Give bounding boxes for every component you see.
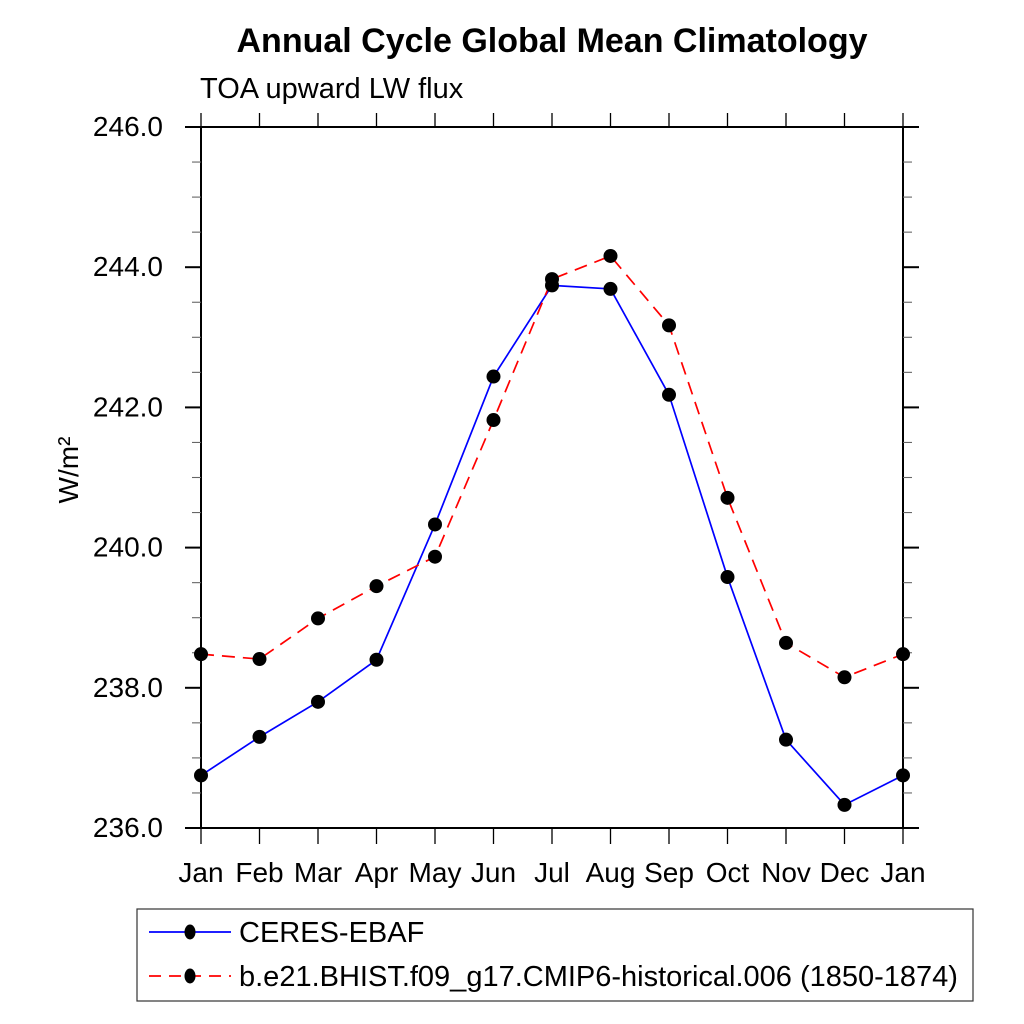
y-tick-label: 242.0 [93, 391, 163, 422]
data-point-marker-series-1 [194, 647, 208, 662]
data-point-marker-series-0 [369, 652, 384, 667]
data-point-marker-series-0 [252, 729, 267, 744]
data-point-marker-series-1 [486, 413, 501, 428]
data-series [194, 248, 910, 812]
x-tick-label: Dec [820, 857, 870, 888]
legend-box [136, 908, 974, 1002]
data-point-marker-series-0 [486, 369, 501, 384]
data-point-marker-series-1 [720, 490, 735, 505]
series-line-1 [200, 254, 904, 679]
legend-marker-ceres-icon [184, 924, 196, 940]
plot-frame [200, 126, 904, 829]
data-point-marker-series-0 [194, 768, 208, 783]
x-tick-label: Apr [355, 857, 399, 888]
x-tick-label: Jan [178, 857, 223, 888]
x-tick-label: May [409, 857, 462, 888]
x-tick-label: Oct [706, 857, 750, 888]
x-tick-label: Feb [235, 857, 283, 888]
data-point-marker-series-1 [428, 549, 442, 564]
x-tick-label: Mar [294, 857, 342, 888]
data-point-marker-series-1 [896, 647, 910, 662]
data-point-marker-series-0 [603, 281, 618, 296]
y-tick-label: 246.0 [93, 111, 163, 142]
data-point-marker-series-0 [662, 387, 676, 402]
x-tick-label: Jan [880, 857, 925, 888]
legend-label-model: b.e21.BHIST.f09_g17.CMIP6-historical.006… [239, 961, 958, 993]
data-point-marker-series-1 [369, 579, 384, 594]
chart-subtitle: TOA upward LW flux [200, 73, 464, 105]
data-point-marker-series-0 [779, 732, 793, 747]
data-point-marker-series-1 [252, 652, 267, 667]
y-axis-label: W/m² [53, 437, 84, 504]
data-point-marker-series-0 [837, 797, 852, 812]
axes: 236.0 238.0 240.0 242.0 244.0 246.0 Jan Feb Mar A… [93, 111, 926, 888]
series-line-0 [200, 284, 904, 806]
data-point-marker-series-1 [545, 272, 559, 287]
x-tick-label: Sep [644, 857, 694, 888]
x-tick-label: Nov [761, 857, 811, 888]
data-point-marker-series-1 [311, 611, 325, 626]
chart-title: Annual Cycle Global Mean Climatology [237, 22, 868, 60]
data-point-marker-series-1 [779, 635, 793, 650]
data-point-marker-series-1 [603, 248, 618, 263]
y-tick-label: 236.0 [93, 812, 163, 843]
y-tick-label: 240.0 [93, 532, 163, 563]
legend: CERES-EBAF b.e21.BHIST.f09_g17.CMIP6-his… [136, 908, 974, 1002]
data-point-marker-series-1 [662, 318, 676, 333]
x-tick-label: Aug [586, 857, 636, 888]
x-tick-label: Jul [534, 857, 570, 888]
data-point-marker-series-0 [311, 694, 325, 709]
data-point-marker-series-0 [428, 517, 442, 532]
data-point-marker-series-0 [896, 768, 910, 783]
legend-marker-model-icon [184, 968, 196, 984]
x-tick-label: Jun [471, 857, 516, 888]
y-tick-label: 244.0 [93, 251, 163, 282]
y-tick-label: 238.0 [93, 672, 163, 703]
legend-label-ceres: CERES-EBAF [239, 917, 424, 949]
data-point-marker-series-1 [837, 670, 852, 685]
data-point-marker-series-0 [720, 570, 735, 585]
